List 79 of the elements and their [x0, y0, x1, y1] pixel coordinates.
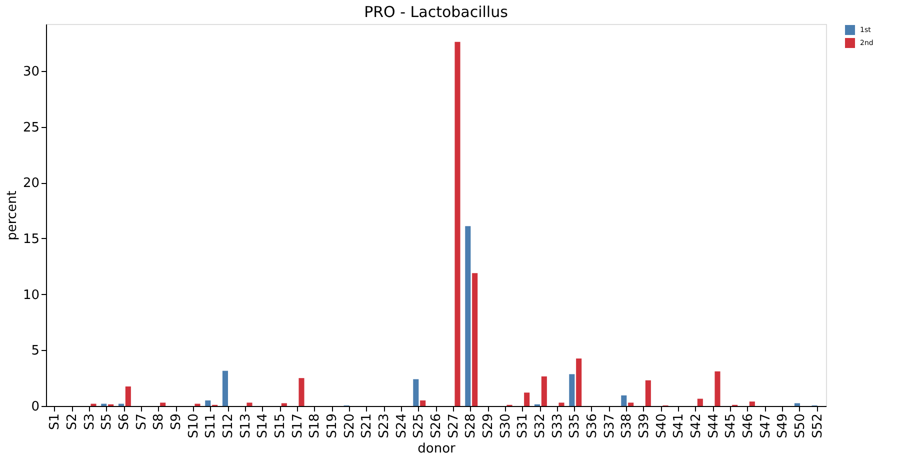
x-tick-label: S32: [533, 414, 548, 438]
y-tick-label: 30: [22, 64, 40, 80]
bar: [472, 273, 478, 406]
x-tick-label: S6: [117, 414, 132, 430]
bar: [697, 398, 703, 406]
bar: [205, 400, 211, 406]
x-tick-label: S38: [620, 414, 635, 438]
bar: [222, 370, 228, 406]
bar: [558, 402, 564, 406]
x-tick-label: S35: [568, 414, 583, 438]
bar: [541, 376, 547, 406]
x-tick-label: S10: [186, 414, 202, 438]
x-tick-label: S26: [429, 414, 444, 438]
x-tick-label: S36: [585, 414, 600, 438]
bar: [298, 378, 304, 406]
x-tick-label: S11: [204, 414, 219, 438]
x-tick-label: S30: [498, 414, 514, 438]
x-tick-label: S12: [221, 414, 236, 438]
x-tick-label: S20: [342, 414, 358, 438]
x-tick-label: S45: [724, 414, 739, 438]
x-tick-label: S41: [672, 414, 687, 438]
y-tick-label: 10: [22, 288, 40, 303]
bar: [569, 374, 575, 406]
x-tick-label: S8: [152, 414, 167, 430]
x-tick-label: S33: [550, 414, 566, 438]
y-axis-title: percent: [4, 190, 20, 240]
chart-title: PRO - Lactobacillus: [364, 3, 508, 21]
x-tick-label: S29: [481, 414, 496, 438]
bar: [621, 395, 627, 406]
x-tick-label: S52: [810, 414, 826, 438]
y-tick-label: 25: [22, 120, 40, 136]
x-tick-label: S17: [290, 414, 306, 438]
x-tick-label: S39: [637, 414, 652, 438]
y-tick-label: 5: [31, 344, 40, 359]
x-tick-label: S49: [776, 414, 791, 438]
bar: [628, 402, 634, 406]
x-tick-label: S40: [654, 414, 670, 438]
bar: [645, 380, 651, 406]
x-tick-label: S23: [377, 414, 392, 438]
bar: [576, 358, 582, 406]
x-tick-label: S28: [464, 414, 479, 438]
x-tick-label: S2: [65, 414, 80, 430]
x-tick-label: S47: [758, 414, 774, 438]
y-tick-label: 15: [22, 232, 40, 247]
x-tick-label: S27: [446, 414, 462, 438]
x-tick-label: S42: [689, 414, 704, 438]
x-tick-label: S9: [169, 414, 184, 430]
x-axis-title: donor: [418, 441, 456, 456]
bar: [454, 42, 460, 406]
bar: [524, 392, 530, 406]
x-tick-label: S21: [360, 414, 375, 438]
x-tick-label: S7: [134, 414, 150, 430]
x-tick-label: S46: [741, 414, 756, 438]
x-tick-label: S3: [82, 414, 98, 430]
bar: [420, 400, 426, 406]
y-tick-label: 20: [22, 176, 40, 192]
bar: [281, 403, 287, 406]
x-tick-label: S24: [394, 414, 410, 438]
x-tick-label: S18: [308, 414, 323, 438]
x-tick-label: S14: [256, 414, 271, 438]
bar: [125, 386, 131, 406]
x-tick-label: S37: [602, 414, 618, 438]
bar: [749, 402, 755, 406]
x-tick-label: S31: [516, 414, 531, 438]
bar: [160, 402, 166, 406]
x-tick-label: S50: [793, 414, 808, 438]
x-tick-label: S13: [238, 414, 254, 438]
x-tick-label: S1: [48, 414, 63, 430]
x-tick-label: S19: [325, 414, 340, 438]
bar: [465, 226, 471, 406]
bar: [794, 403, 800, 406]
x-tick-label: S25: [412, 414, 427, 438]
y-tick-label: 0: [31, 400, 40, 414]
x-tick-label: S44: [706, 414, 722, 438]
bar: [246, 402, 252, 406]
x-tick-label: S15: [273, 414, 288, 438]
x-tick-label: S5: [100, 414, 115, 430]
bar: [714, 371, 720, 406]
bar: [413, 379, 419, 406]
